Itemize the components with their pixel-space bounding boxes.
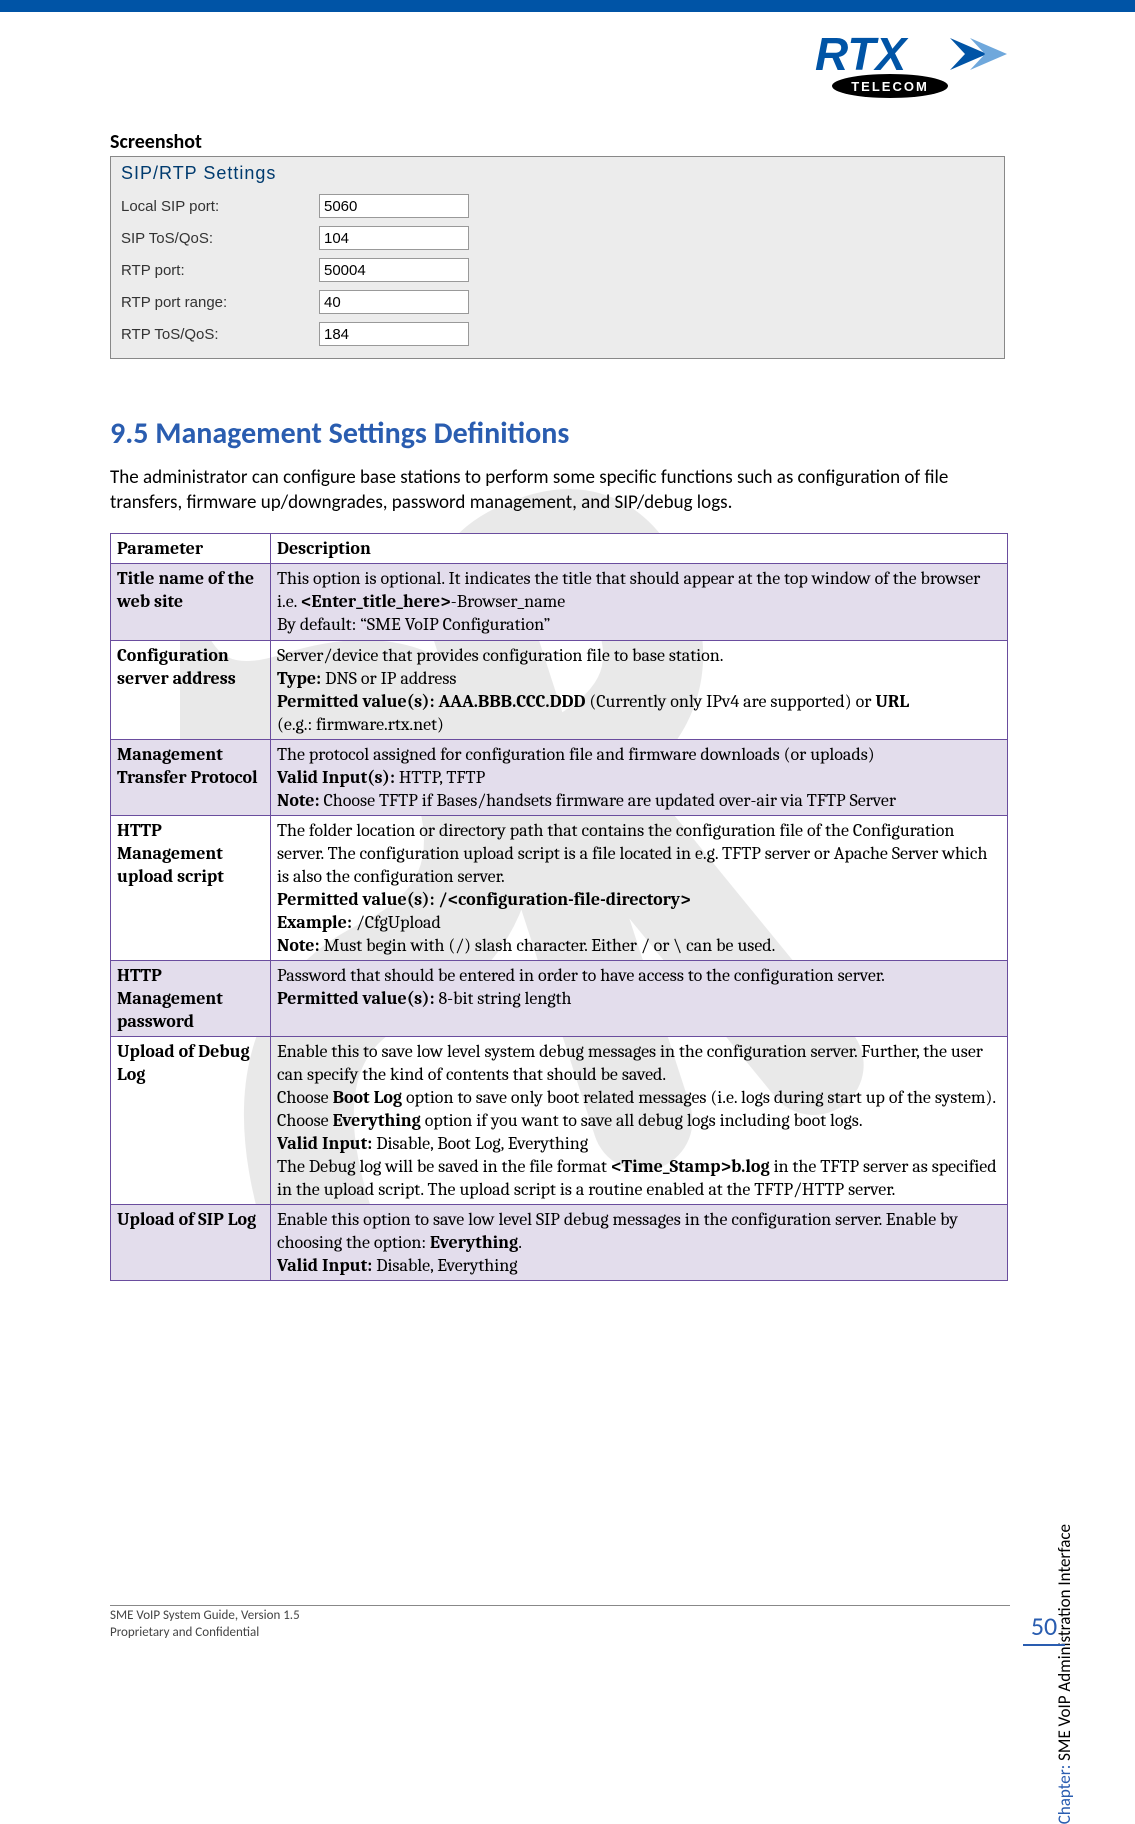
desc-title-name: This option is optional. It indicates th…	[271, 564, 1008, 640]
table-row: Upload of SIP Log Enable this option to …	[111, 1205, 1008, 1281]
section-intro: The administrator can configure base sta…	[110, 466, 1010, 515]
sip-rtp-settings-panel: SIP/RTP Settings Local SIP port: SIP ToS…	[110, 156, 1005, 359]
footer-text: SME VoIP System Guide, Version 1.5 Propr…	[110, 1607, 300, 1642]
section-heading: 9.5 Management Settings Definitions	[110, 415, 1010, 452]
screenshot-label: Screenshot	[110, 130, 1010, 154]
desc-http-password: Password that should be entered in order…	[271, 960, 1008, 1036]
chapter-side-label: Chapter: SME VoIP Administration Interfa…	[1054, 1524, 1075, 1824]
desc-http-upload: The folder location or directory path th…	[271, 815, 1008, 960]
page-number: 50	[1023, 1610, 1065, 1646]
rtx-logo: RTX TELECOM	[815, 30, 1015, 100]
table-row: Configuration server address Server/devi…	[111, 640, 1008, 739]
param-upload-debug: Upload of Debug Log	[111, 1037, 271, 1205]
desc-config-server: Server/device that provides configuratio…	[271, 640, 1008, 739]
section-number: 9.5	[110, 415, 148, 452]
param-upload-sip: Upload of SIP Log	[111, 1205, 271, 1281]
table-row: HTTP Management password Password that s…	[111, 960, 1008, 1036]
param-config-server: Configuration server address	[111, 640, 271, 739]
input-sip-tos[interactable]	[319, 226, 469, 250]
table-row: Management Transfer Protocol The protoco…	[111, 739, 1008, 815]
row-local-sip-port: Local SIP port:	[119, 190, 1004, 222]
footer-rule	[110, 1605, 1010, 1606]
label-rtp-port: RTP port:	[119, 262, 319, 279]
param-http-upload: HTTP Management upload script	[111, 815, 271, 960]
label-rtp-range: RTP port range:	[119, 294, 319, 311]
sip-rtp-title: SIP/RTP Settings	[121, 163, 1004, 184]
input-rtp-tos[interactable]	[319, 322, 469, 346]
th-parameter: Parameter	[111, 534, 271, 564]
param-title-name: Title name of the web site	[111, 564, 271, 640]
page-number-box: 50	[1023, 1610, 1065, 1646]
row-rtp-tos: RTP ToS/QoS:	[119, 318, 1004, 350]
footer-line1: SME VoIP System Guide, Version 1.5	[110, 1608, 300, 1623]
desc-upload-debug: Enable this to save low level system deb…	[271, 1037, 1008, 1205]
definitions-table: Parameter Description Title name of the …	[110, 533, 1008, 1281]
input-rtp-port[interactable]	[319, 258, 469, 282]
th-description: Description	[271, 534, 1008, 564]
table-row: HTTP Management upload script The folder…	[111, 815, 1008, 960]
label-local-sip-port: Local SIP port:	[119, 198, 319, 215]
svg-text:RTX: RTX	[815, 30, 908, 80]
section-title: Management Settings Definitions	[155, 415, 569, 452]
row-rtp-range: RTP port range:	[119, 286, 1004, 318]
svg-text:TELECOM: TELECOM	[851, 79, 929, 94]
desc-upload-sip: Enable this option to save low level SIP…	[271, 1205, 1008, 1281]
input-rtp-range[interactable]	[319, 290, 469, 314]
footer-line2: Proprietary and Confidential	[110, 1625, 259, 1640]
label-rtp-tos: RTP ToS/QoS:	[119, 326, 319, 343]
label-sip-tos: SIP ToS/QoS:	[119, 230, 319, 247]
desc-mgmt-transfer: The protocol assigned for configuration …	[271, 739, 1008, 815]
table-row: Upload of Debug Log Enable this to save …	[111, 1037, 1008, 1205]
row-sip-tos: SIP ToS/QoS:	[119, 222, 1004, 254]
table-row: Title name of the web site This option i…	[111, 564, 1008, 640]
row-rtp-port: RTP port:	[119, 254, 1004, 286]
param-http-password: HTTP Management password	[111, 960, 271, 1036]
param-mgmt-transfer: Management Transfer Protocol	[111, 739, 271, 815]
header-top-bar	[0, 0, 1135, 12]
input-local-sip-port[interactable]	[319, 194, 469, 218]
